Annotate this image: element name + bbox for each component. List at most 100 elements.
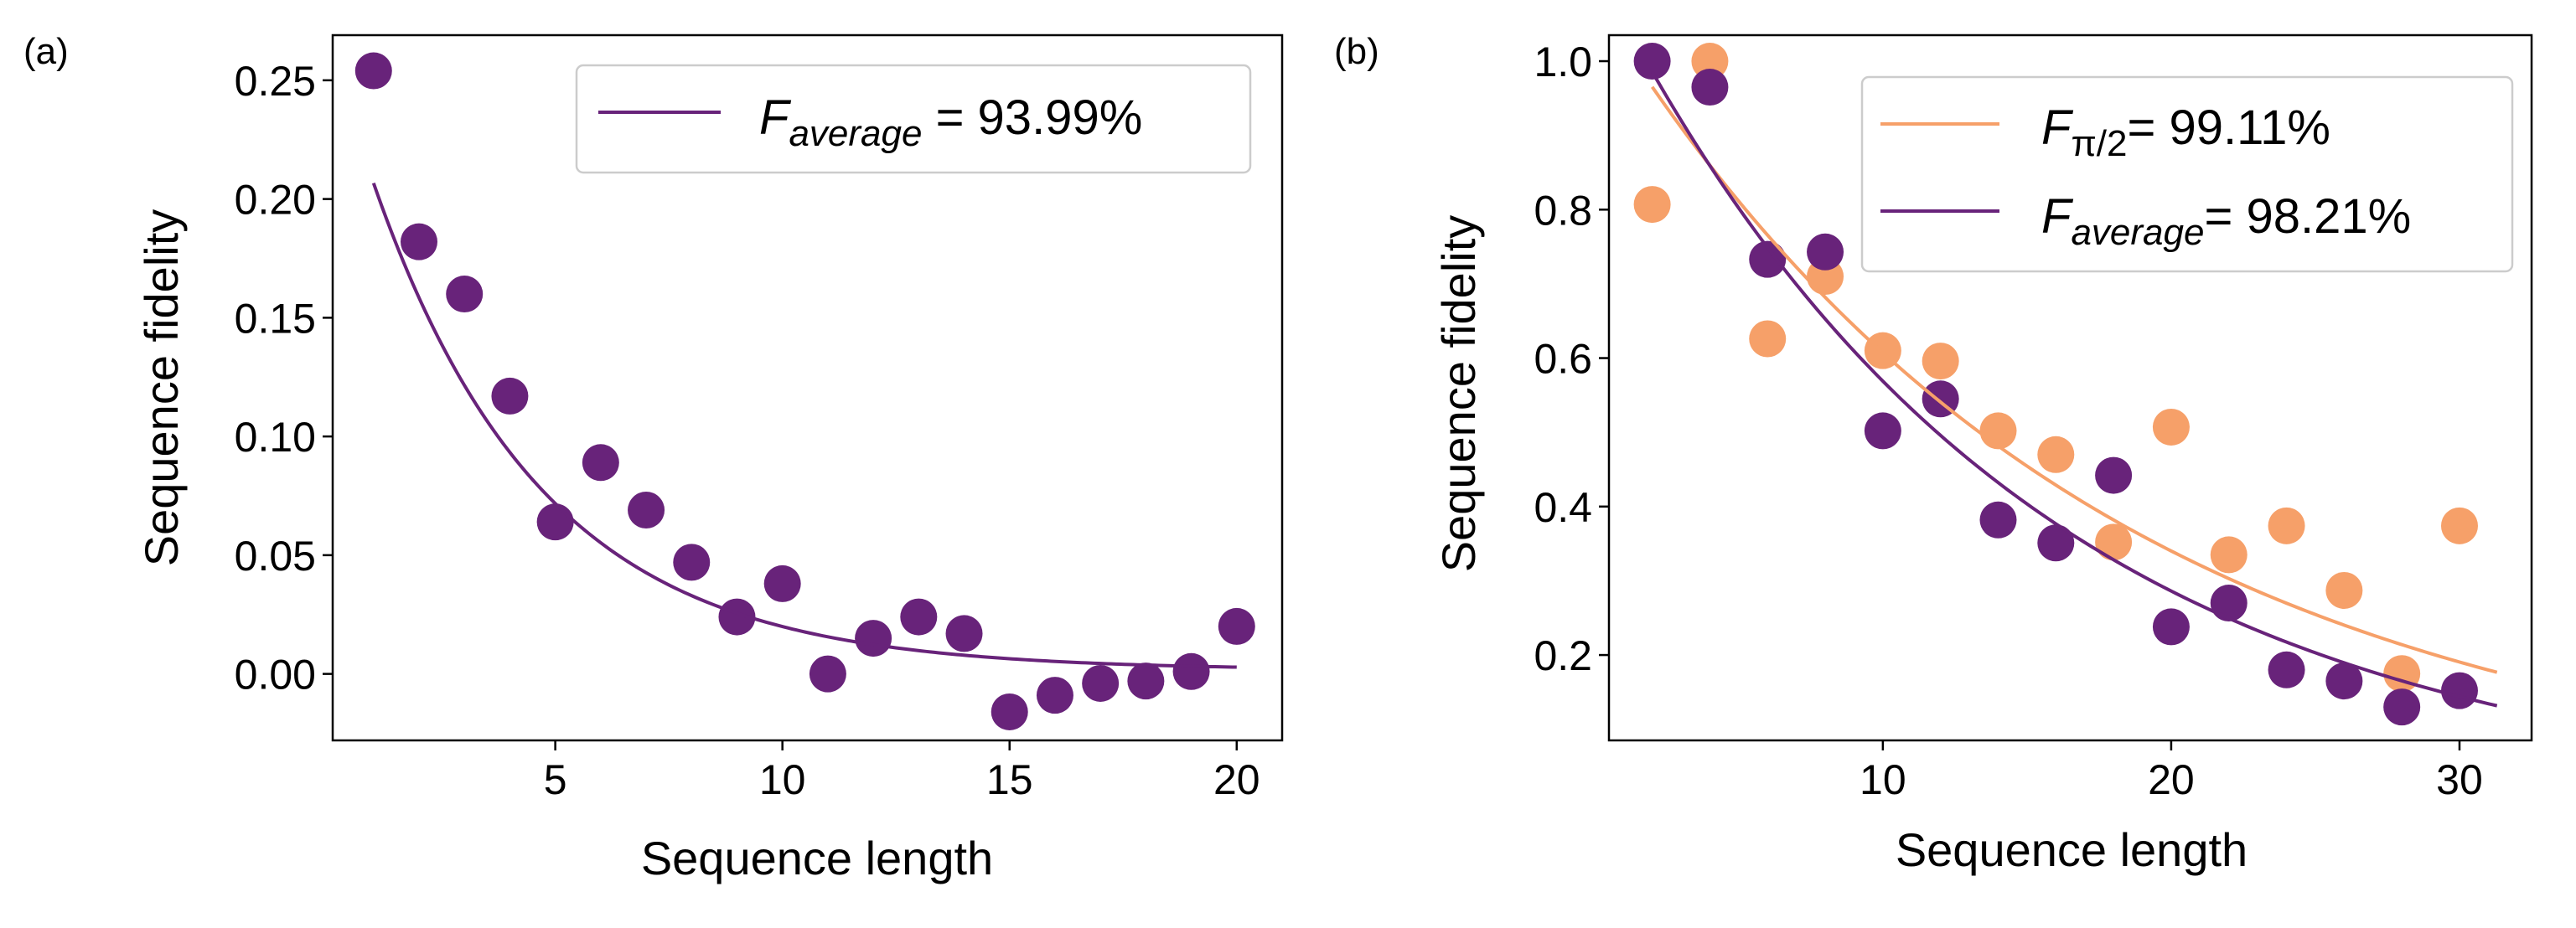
- data-point-pi2-13: [2383, 655, 2421, 693]
- panel-a-points: [354, 52, 1255, 730]
- legend-box: [575, 64, 1252, 174]
- data-point-pi2-7: [2037, 436, 2075, 473]
- x-tick: 20: [2148, 740, 2195, 803]
- data-point-average-6: [628, 492, 665, 529]
- data-point-average-1: [401, 223, 437, 260]
- data-point-pi2-6: [1979, 412, 2017, 450]
- y-tick-label: 0.6: [1534, 336, 1592, 383]
- legend-value: = 99.11%: [2128, 101, 2330, 155]
- data-point-average-8: [718, 598, 756, 636]
- y-tick-label: 0.8: [1534, 187, 1592, 234]
- panel-a-y-axis-label: Sequence fidelity: [135, 209, 188, 567]
- panel-a-label: (a): [23, 31, 69, 72]
- y-tick-label: 0.20: [235, 177, 316, 224]
- x-tick-label: 10: [1860, 756, 1906, 803]
- legend-label-pi2: Fπ/2= 99.11%: [2041, 101, 2330, 164]
- y-tick-label: 0.4: [1534, 484, 1592, 531]
- legend-value: = 93.99%: [922, 90, 1142, 145]
- x-tick-label: 20: [2148, 756, 2195, 803]
- panel-b-label: (b): [1334, 31, 1379, 72]
- data-point-average-7: [673, 544, 711, 581]
- data-point-average-0: [354, 52, 392, 90]
- data-point-average-1: [1691, 69, 1729, 106]
- legend-value: = 98.21%: [2204, 189, 2411, 244]
- panel-b-points: [1633, 43, 2478, 726]
- panel-a-axes-frame: [331, 34, 1284, 742]
- data-point-pi2-2: [1749, 320, 1787, 358]
- data-point-average-13: [945, 615, 983, 652]
- panel-a-y-ticks: 0.00 0.05 0.10 0.15 0.20 0.25: [235, 58, 333, 699]
- panel-b-x-ticks: 10 20 30: [1860, 740, 2483, 803]
- data-point-average-3: [1807, 233, 1844, 271]
- legend-symbol: F: [2041, 101, 2074, 155]
- y-tick-label: 0.15: [235, 295, 316, 342]
- y-tick: 1.0: [1534, 39, 1609, 85]
- legend-symbol: F: [2041, 189, 2074, 244]
- data-point-pi2-10: [2210, 536, 2248, 574]
- data-point-average-9: [2152, 608, 2190, 646]
- data-point-pi2-14: [2440, 507, 2478, 544]
- panel-b-y-axis-label: Sequence fidelity: [1432, 215, 1485, 573]
- data-point-pi2-11: [2268, 507, 2305, 544]
- data-point-average-3: [491, 377, 529, 415]
- data-point-average-17: [1127, 662, 1165, 700]
- data-point-pi2-1: [1691, 43, 1729, 80]
- y-tick: 0.10: [235, 414, 333, 461]
- data-point-average-2: [1749, 240, 1787, 278]
- y-tick-label: 0.10: [235, 414, 316, 461]
- data-point-average-9: [763, 565, 801, 602]
- data-point-average-12: [2325, 662, 2363, 700]
- panel-b: (b) 0.2 0.4 0.6 0.8 1.0 10 20 30 Sequenc…: [1334, 31, 2533, 876]
- x-tick-label: 30: [2436, 756, 2483, 803]
- y-tick: 0.00: [235, 652, 333, 699]
- data-point-average-14: [2440, 672, 2478, 709]
- panel-b-axes-frame: [1607, 34, 2533, 742]
- y-tick: 0.6: [1534, 336, 1609, 383]
- x-tick-label: 15: [986, 756, 1033, 803]
- panel-a-x-ticks: 5 10 15 20: [544, 740, 1260, 803]
- panel-b-legend: Fπ/2= 99.11% Faverage= 98.21%: [1860, 75, 2514, 273]
- data-point-average-4: [1864, 412, 1901, 450]
- y-tick: 0.25: [235, 58, 333, 105]
- legend-subscript: π/2: [2071, 123, 2127, 164]
- x-tick: 10: [1860, 740, 1906, 803]
- panel-a-x-axis-label: Sequence length: [641, 832, 993, 884]
- x-tick-label: 20: [1213, 756, 1260, 803]
- data-point-pi2-0: [1633, 186, 1671, 224]
- data-point-average-13: [2383, 688, 2421, 726]
- panel-b-y-ticks: 0.2 0.4 0.6 0.8 1.0: [1534, 39, 1609, 679]
- panel-b-x-axis-label: Sequence length: [1896, 823, 2248, 876]
- y-tick-label: 0.2: [1534, 632, 1592, 679]
- y-tick-label: 1.0: [1534, 39, 1592, 85]
- data-point-average-7: [2037, 524, 2075, 562]
- data-point-average-5: [582, 444, 619, 482]
- legend-subscript: average: [2071, 212, 2204, 253]
- data-point-average-19: [1218, 607, 1255, 645]
- legend-label-average: Faverage = 93.99%: [759, 90, 1142, 154]
- y-tick-label: 0.05: [235, 533, 316, 580]
- y-tick-label: 0.00: [235, 652, 316, 699]
- data-point-pi2-8: [2095, 523, 2133, 561]
- data-point-average-10: [2210, 585, 2248, 622]
- legend-subscript: average: [789, 113, 922, 154]
- panel-a-fit-average: [371, 182, 1237, 669]
- x-tick: 15: [986, 740, 1033, 803]
- x-tick: 20: [1213, 740, 1260, 803]
- data-point-average-18: [1172, 652, 1210, 690]
- data-point-average-6: [1979, 501, 2017, 539]
- data-point-average-4: [536, 503, 574, 541]
- y-tick: 0.05: [235, 533, 333, 580]
- data-point-average-0: [1633, 43, 1671, 80]
- y-tick-label: 0.25: [235, 58, 316, 105]
- data-point-pi2-9: [2152, 408, 2190, 446]
- x-tick-label: 10: [759, 756, 806, 803]
- y-tick: 0.20: [235, 177, 333, 224]
- panel-b-fit-average: [1650, 70, 2498, 708]
- panel-b-fit-pi2: [1650, 85, 2498, 674]
- data-point-average-2: [446, 276, 484, 313]
- x-tick: 10: [759, 740, 806, 803]
- y-tick: 0.8: [1534, 187, 1609, 234]
- x-tick: 30: [2436, 740, 2483, 803]
- panel-a: (a) 0.00 0.05 0.10 0.15 0.20 0.25 5 10 1…: [23, 31, 1284, 884]
